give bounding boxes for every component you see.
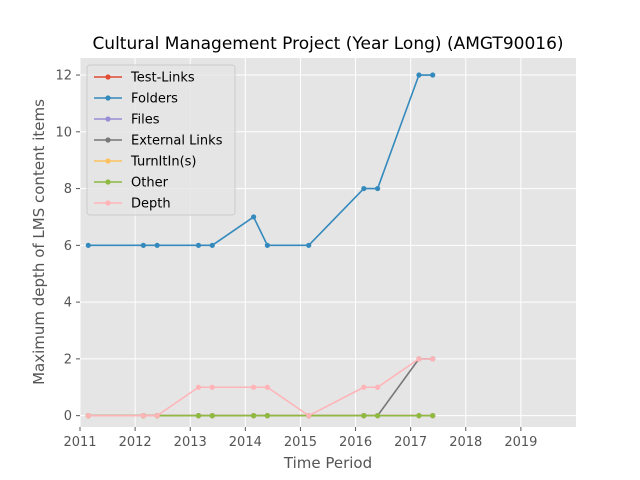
- x-tick-label: 2014: [229, 435, 262, 450]
- legend-label: External Links: [131, 134, 223, 149]
- data-point: [416, 413, 422, 419]
- x-tick-label: 2012: [119, 435, 152, 450]
- legend-item: Depth: [94, 197, 171, 212]
- legend-label: Depth: [131, 197, 171, 212]
- x-axis-label: Time Period: [283, 454, 372, 472]
- data-point: [375, 384, 381, 390]
- x-tick-label: 2013: [174, 435, 207, 450]
- data-point: [361, 185, 367, 192]
- y-axis-label: Maximum depth of LMS content items: [30, 99, 48, 385]
- data-point: [209, 413, 215, 419]
- legend-item: TurnItIn(s): [94, 155, 196, 170]
- data-point: [264, 384, 270, 390]
- data-point: [154, 413, 160, 419]
- data-point: [195, 242, 202, 248]
- series-folders: [85, 72, 436, 248]
- data-point: [375, 413, 381, 419]
- legend-label: Folders: [131, 92, 178, 107]
- legend-label: Other: [131, 176, 169, 191]
- x-axis-ticks: 2011 2012 2013 2014 2015 2016 2017 2018 2019: [63, 427, 537, 450]
- x-tick-label: 2019: [504, 435, 537, 450]
- legend-label: TurnItIn(s): [130, 155, 196, 170]
- data-point: [140, 242, 146, 248]
- legend-item: Other: [94, 176, 169, 191]
- data-point: [195, 413, 202, 419]
- x-tick-label: 2016: [339, 435, 372, 450]
- data-point: [306, 413, 312, 419]
- data-point: [306, 242, 312, 248]
- x-tick-label: 2015: [284, 435, 317, 450]
- y-tick-label: 8: [64, 182, 72, 197]
- y-tick-label: 12: [55, 69, 72, 84]
- chart-title: Cultural Management Project (Year Long) …: [92, 34, 563, 54]
- legend-swatch-marker: [105, 158, 111, 164]
- legend-swatch-marker: [105, 179, 111, 185]
- y-tick-label: 4: [64, 296, 72, 311]
- legend-box: [86, 64, 236, 216]
- legend-item: Files: [94, 113, 160, 128]
- data-point: [209, 384, 215, 390]
- y-tick-label: 10: [55, 125, 72, 140]
- x-tick-label: 2017: [394, 435, 427, 450]
- data-point: [430, 413, 436, 419]
- legend-item: External Links: [94, 134, 223, 149]
- data-point: [154, 242, 160, 248]
- data-point: [140, 413, 146, 419]
- series-depth: [85, 356, 436, 419]
- data-point: [85, 413, 91, 419]
- data-point: [430, 72, 436, 78]
- data-point: [361, 384, 367, 390]
- series-layer: [85, 72, 436, 419]
- data-point: [251, 214, 257, 220]
- legend-swatch-marker: [105, 200, 111, 206]
- y-axis-ticks: 0 2 4 6 8 10 12: [55, 69, 80, 424]
- legend: Test-Links Folders Files External Links Turn…: [86, 64, 236, 216]
- data-point: [251, 413, 257, 419]
- legend-item: Folders: [94, 92, 178, 107]
- y-tick-label: 2: [64, 352, 72, 367]
- y-tick-label: 6: [64, 239, 72, 254]
- x-tick-label: 2011: [63, 435, 96, 450]
- legend-swatch-marker: [105, 137, 111, 143]
- x-tick-label: 2018: [449, 435, 482, 450]
- data-point: [361, 413, 367, 419]
- data-point: [416, 72, 422, 78]
- data-point: [251, 384, 257, 390]
- y-tick-label: 0: [64, 409, 72, 424]
- legend-label: Files: [131, 113, 160, 128]
- legend-item: Test-Links: [94, 71, 195, 86]
- data-point: [264, 413, 270, 419]
- data-point: [416, 356, 422, 362]
- data-point: [195, 384, 202, 390]
- data-point: [264, 242, 270, 248]
- data-point: [430, 356, 436, 362]
- data-point: [375, 185, 381, 192]
- legend-swatch-marker: [105, 74, 111, 80]
- data-point: [85, 242, 91, 248]
- data-point: [209, 242, 215, 248]
- legend-swatch-marker: [105, 95, 111, 101]
- legend-label: Test-Links: [130, 71, 195, 86]
- legend-swatch-marker: [105, 116, 111, 122]
